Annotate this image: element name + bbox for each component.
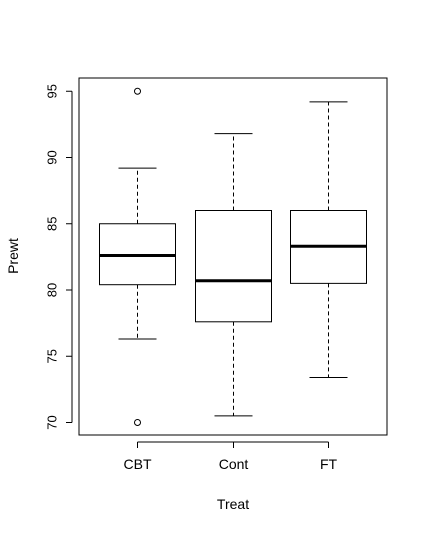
y-tick-label: 70: [45, 415, 60, 429]
y-tick-label: 95: [45, 84, 60, 98]
y-tick-label: 90: [45, 150, 60, 164]
y-axis-label: Prewt: [5, 238, 21, 274]
x-tick-label: CBT: [124, 456, 152, 472]
box-ft: [290, 101, 367, 378]
y-tick-label: 80: [45, 283, 60, 297]
y-tick-label: 75: [45, 349, 60, 363]
y-axis: 70 75 80 85 90 95: [45, 84, 73, 430]
outlier-point: [134, 87, 141, 95]
x-tick-label: Cont: [219, 456, 249, 472]
x-axis-label: Treat: [217, 496, 249, 512]
iqr-box: [195, 210, 272, 323]
x-axis: CBT Cont FT: [124, 441, 338, 472]
plot-frame: [78, 77, 388, 436]
x-tick-label: FT: [320, 456, 338, 472]
y-tick-label: 85: [45, 217, 60, 231]
box-cont: [195, 133, 272, 417]
box-cbt: [99, 87, 176, 426]
boxes: [99, 87, 367, 426]
outlier-point: [134, 419, 141, 426]
